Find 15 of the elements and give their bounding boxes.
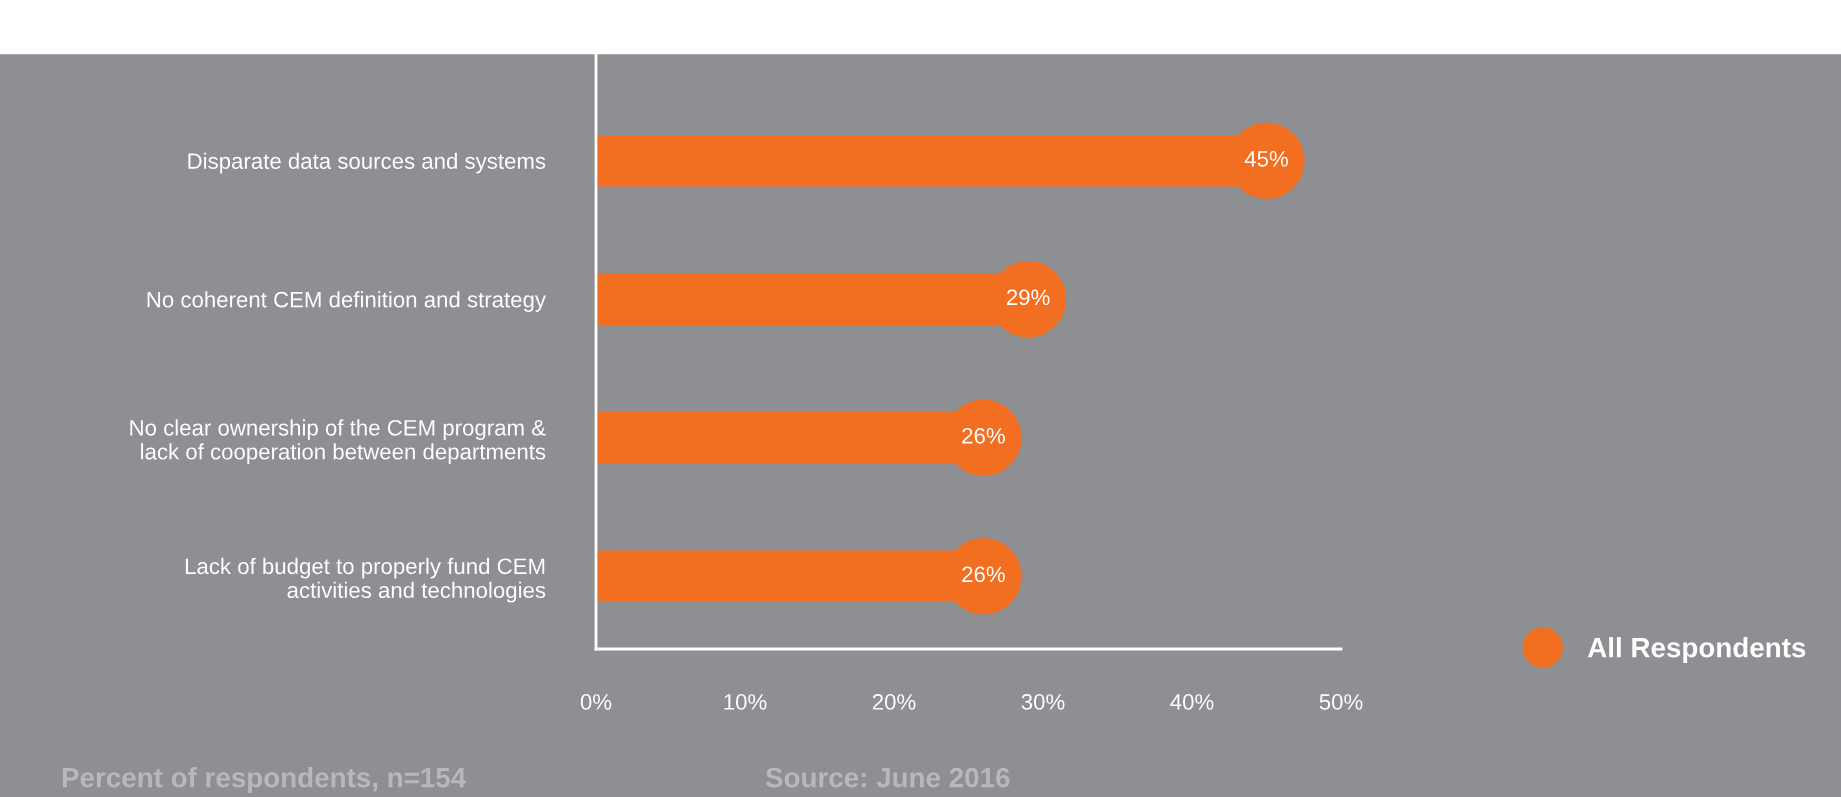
legend-label: All Respondents (1587, 637, 1806, 663)
x-tick-label: 0% (580, 694, 612, 710)
x-tick-label: 30% (1021, 694, 1065, 710)
y-tick-label: No coherent CEM definition and strategy (147, 291, 546, 312)
text: 26% (962, 566, 1005, 583)
y-tick-label: Disparate data sources and systems (188, 152, 546, 174)
y-tick-label: No clear ownership of the CEM program & lack of cooperation between departments (130, 419, 546, 464)
x-tick-label: 40% (1170, 694, 1214, 710)
y-tick-label: Lack of budget to properly fund CEM activities and technologies (185, 557, 546, 603)
text: 29% (1006, 289, 1050, 306)
text: 26% (962, 427, 1005, 444)
text: 45% (1244, 151, 1288, 167)
x-tick-label: 10% (724, 694, 767, 710)
x-tick-label: 50% (1319, 694, 1363, 710)
x-tick-label: 20% (872, 694, 916, 710)
